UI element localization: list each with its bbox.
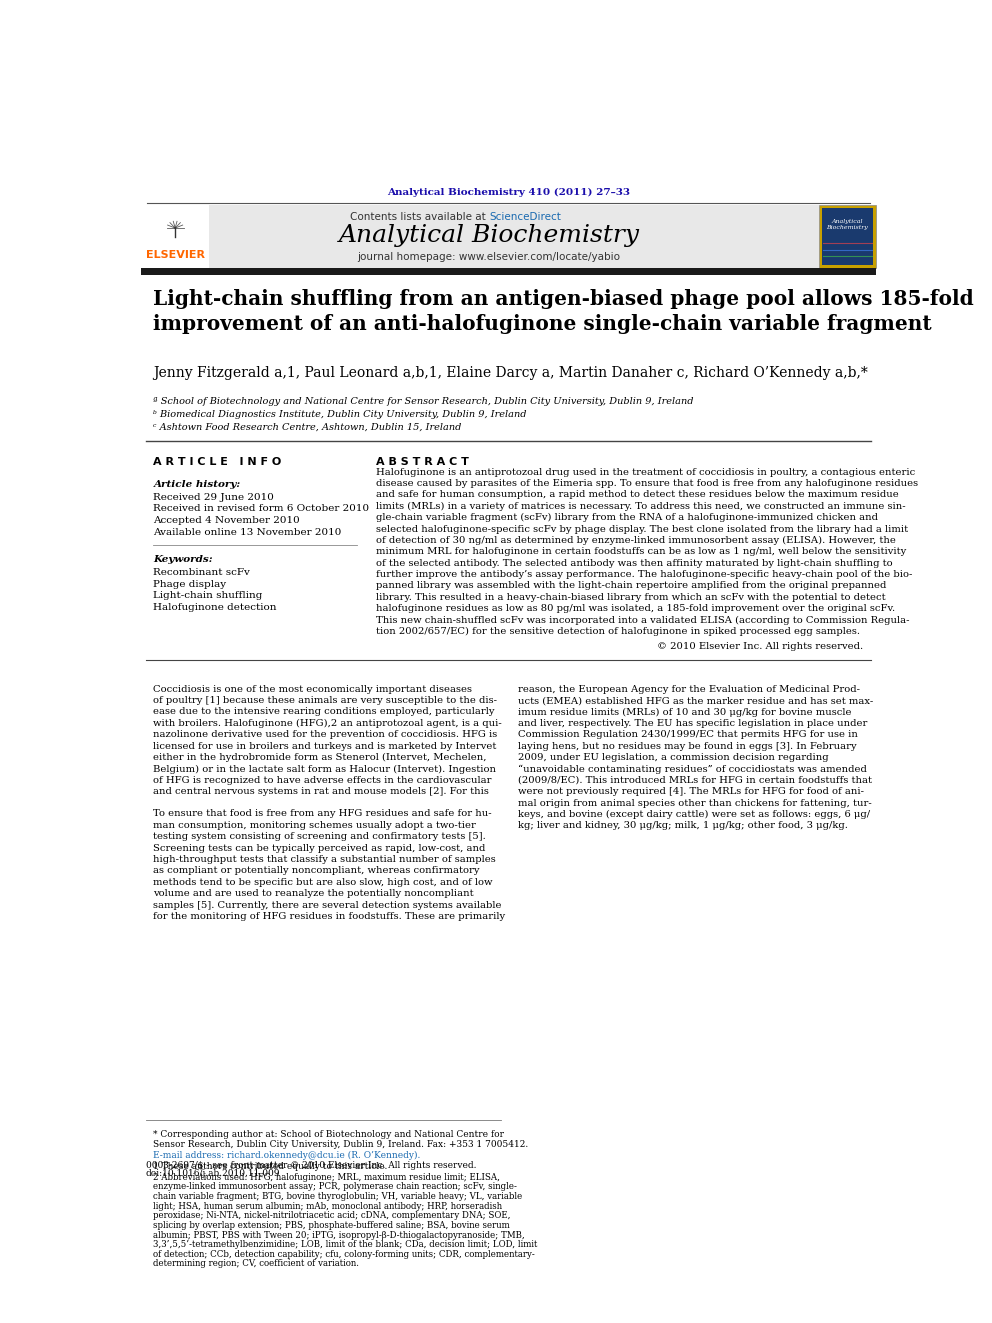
Text: chain variable fragment; BTG, bovine thyroglobulin; VH, variable heavy; VL, vari: chain variable fragment; BTG, bovine thy… [154, 1192, 523, 1201]
Text: disease caused by parasites of the Eimeria spp. To ensure that food is free from: disease caused by parasites of the Eimer… [376, 479, 918, 488]
Text: Recombinant scFv: Recombinant scFv [154, 569, 250, 577]
Text: of detection; CCb, detection capability; cfu, colony-forming units; CDR, complem: of detection; CCb, detection capability;… [154, 1250, 536, 1259]
Text: Accepted 4 November 2010: Accepted 4 November 2010 [154, 516, 301, 525]
Text: library. This resulted in a heavy-chain-biased library from which an scFv with t: library. This resulted in a heavy-chain-… [376, 593, 886, 602]
Bar [821, 208, 873, 265]
Text: ucts (EMEA) established HFG as the marker residue and has set max-: ucts (EMEA) established HFG as the marke… [518, 696, 873, 705]
Text: either in the hydrobromide form as Stenerol (Intervet, Mechelen,: either in the hydrobromide form as Stene… [154, 753, 487, 762]
Text: ª School of Biotechnology and National Centre for Sensor Research, Dublin City U: ª School of Biotechnology and National C… [154, 397, 694, 406]
Text: nazolinone derivative used for the prevention of coccidiosis. HFG is: nazolinone derivative used for the preve… [154, 730, 498, 740]
Text: peroxidase; Ni-NTA, nickel-nitrilotriacetic acid; cDNA, complementary DNA; SOE,: peroxidase; Ni-NTA, nickel-nitrilotriace… [154, 1212, 511, 1220]
Text: Phage display: Phage display [154, 579, 226, 589]
Text: A B S T R A C T: A B S T R A C T [376, 456, 469, 467]
Text: were not previously required [4]. The MRLs for HFG for food of ani-: were not previously required [4]. The MR… [518, 787, 864, 796]
Text: Received 29 June 2010: Received 29 June 2010 [154, 493, 275, 501]
Text: laying hens, but no residues may be found in eggs [3]. In February: laying hens, but no residues may be foun… [518, 742, 856, 750]
Text: man consumption, monitoring schemes usually adopt a two-tier: man consumption, monitoring schemes usua… [154, 820, 476, 830]
Text: Analytical Biochemistry: Analytical Biochemistry [338, 225, 640, 247]
Text: (2009/8/EC). This introduced MRLs for HFG in certain foodstuffs that: (2009/8/EC). This introduced MRLs for HF… [518, 775, 872, 785]
Text: Article history:: Article history: [154, 480, 241, 490]
Text: enzyme-linked immunosorbent assay; PCR, polymerase chain reaction; scFv, single-: enzyme-linked immunosorbent assay; PCR, … [154, 1183, 517, 1192]
Text: Received in revised form 6 October 2010: Received in revised form 6 October 2010 [154, 504, 370, 513]
Text: Keywords:: Keywords: [154, 556, 213, 565]
Text: samples [5]. Currently, there are several detection systems available: samples [5]. Currently, there are severa… [154, 901, 502, 910]
Text: methods tend to be specific but are also slow, high cost, and of low: methods tend to be specific but are also… [154, 877, 493, 886]
Text: 3,3’,5,5’-tetramethylbenzimidine; LOB, limit of the blank; CDa, decision limit; : 3,3’,5,5’-tetramethylbenzimidine; LOB, l… [154, 1240, 538, 1249]
Text: minimum MRL for halofuginone in certain foodstuffs can be as low as 1 ng/ml, wel: minimum MRL for halofuginone in certain … [376, 548, 906, 556]
Text: * Corresponding author at: School of Biotechnology and National Centre for: * Corresponding author at: School of Bio… [154, 1130, 505, 1139]
Text: Analytical Biochemistry 410 (2011) 27–33: Analytical Biochemistry 410 (2011) 27–33 [387, 188, 630, 197]
Text: keys, and bovine (except dairy cattle) were set as follows: eggs, 6 μg/: keys, and bovine (except dairy cattle) w… [518, 810, 870, 819]
Text: panned library was assembled with the light-chain repertoire amplified from the : panned library was assembled with the li… [376, 582, 886, 590]
Text: 0003-2697/$ - see front matter © 2010 Elsevier Inc. All rights reserved.: 0003-2697/$ - see front matter © 2010 El… [146, 1160, 476, 1170]
Text: This new chain-shuffled scFv was incorporated into a validated ELISA (according : This new chain-shuffled scFv was incorpo… [376, 615, 910, 624]
Bar [209, 205, 819, 269]
Text: of poultry [1] because these animals are very susceptible to the dis-: of poultry [1] because these animals are… [154, 696, 497, 705]
Text: and central nervous systems in rat and mouse models [2]. For this: and central nervous systems in rat and m… [154, 787, 489, 796]
Text: reason, the European Agency for the Evaluation of Medicinal Prod-: reason, the European Agency for the Eval… [518, 685, 860, 693]
Text: Contents lists available at: Contents lists available at [350, 212, 489, 221]
Bar [819, 205, 876, 269]
Text: Sensor Research, Dublin City University, Dublin 9, Ireland. Fax: +353 1 7005412.: Sensor Research, Dublin City University,… [154, 1139, 529, 1148]
Text: as compliant or potentially noncompliant, whereas confirmatory: as compliant or potentially noncompliant… [154, 867, 480, 876]
Text: and safe for human consumption, a rapid method to detect these residues below th: and safe for human consumption, a rapid … [376, 491, 899, 499]
Text: ScienceDirect: ScienceDirect [489, 212, 560, 221]
Text: journal homepage: www.elsevier.com/locate/yabio: journal homepage: www.elsevier.com/locat… [357, 253, 621, 262]
Text: mal origin from animal species other than chickens for fattening, tur-: mal origin from animal species other tha… [518, 799, 871, 807]
Text: Coccidiosis is one of the most economically important diseases: Coccidiosis is one of the most economica… [154, 685, 472, 693]
Text: ᵇ Biomedical Diagnostics Institute, Dublin City University, Dublin 9, Ireland: ᵇ Biomedical Diagnostics Institute, Dubl… [154, 410, 527, 419]
Text: 2 Abbreviations used: HFG, halofuginone; MRL, maximum residue limit; ELISA,: 2 Abbreviations used: HFG, halofuginone;… [154, 1174, 500, 1181]
Text: Halofuginone detection: Halofuginone detection [154, 603, 277, 613]
Text: further improve the antibody’s assay performance. The halofuginone-specific heav: further improve the antibody’s assay per… [376, 570, 913, 579]
Text: halofuginone residues as low as 80 pg/ml was isolated, a 185-fold improvement ov: halofuginone residues as low as 80 pg/ml… [376, 605, 895, 614]
Text: testing system consisting of screening and confirmatory tests [5].: testing system consisting of screening a… [154, 832, 486, 841]
Text: doi:10.1016/j.ab.2010.11.009: doi:10.1016/j.ab.2010.11.009 [146, 1170, 280, 1177]
Text: limits (MRLs) in a variety of matrices is necessary. To address this need, we co: limits (MRLs) in a variety of matrices i… [376, 501, 906, 511]
Text: © 2010 Elsevier Inc. All rights reserved.: © 2010 Elsevier Inc. All rights reserved… [658, 642, 863, 651]
Text: A R T I C L E   I N F O: A R T I C L E I N F O [154, 456, 282, 467]
Text: albumin; PBST, PBS with Tween 20; iPTG, isopropyl-β-D-thiogalactopyranoside; TMB: albumin; PBST, PBS with Tween 20; iPTG, … [154, 1230, 525, 1240]
Text: Halofuginone is an antiprotozoal drug used in the treatment of coccidiosis in po: Halofuginone is an antiprotozoal drug us… [376, 467, 916, 476]
Text: determining region; CV, coefficient of variation.: determining region; CV, coefficient of v… [154, 1259, 359, 1269]
Text: ELSEVIER: ELSEVIER [146, 250, 204, 261]
Text: kg; liver and kidney, 30 μg/kg; milk, 1 μg/kg; other food, 3 μg/kg.: kg; liver and kidney, 30 μg/kg; milk, 1 … [518, 822, 847, 831]
Text: tion 2002/657/EC) for the sensitive detection of halofuginone in spiked processe: tion 2002/657/EC) for the sensitive dete… [376, 627, 860, 636]
Text: selected halofuginone-specific scFv by phage display. The best clone isolated fr: selected halofuginone-specific scFv by p… [376, 524, 908, 533]
Text: licensed for use in broilers and turkeys and is marketed by Intervet: licensed for use in broilers and turkeys… [154, 742, 497, 750]
Text: for the monitoring of HFG residues in foodstuffs. These are primarily: for the monitoring of HFG residues in fo… [154, 912, 506, 921]
Text: of HFG is recognized to have adverse effects in the cardiovascular: of HFG is recognized to have adverse eff… [154, 775, 492, 785]
Text: ᶜ Ashtown Food Research Centre, Ashtown, Dublin 15, Ireland: ᶜ Ashtown Food Research Centre, Ashtown,… [154, 423, 462, 431]
Text: Available online 13 November 2010: Available online 13 November 2010 [154, 528, 342, 537]
Text: with broilers. Halofuginone (HFG),2 an antiprotozoal agent, is a qui-: with broilers. Halofuginone (HFG),2 an a… [154, 718, 502, 728]
Bar [141, 205, 209, 269]
Text: To ensure that food is free from any HFG residues and safe for hu-: To ensure that food is free from any HFG… [154, 810, 492, 819]
Text: Screening tests can be typically perceived as rapid, low-cost, and: Screening tests can be typically perceiv… [154, 844, 486, 852]
Text: “unavoidable contaminating residues” of coccidiostats was amended: “unavoidable contaminating residues” of … [518, 765, 867, 774]
Text: volume and are used to reanalyze the potentially noncompliant: volume and are used to reanalyze the pot… [154, 889, 474, 898]
Text: imum residue limits (MRLs) of 10 and 30 μg/kg for bovine muscle: imum residue limits (MRLs) of 10 and 30 … [518, 708, 851, 717]
Text: high-throughput tests that classify a substantial number of samples: high-throughput tests that classify a su… [154, 855, 496, 864]
Text: Commission Regulation 2430/1999/EC that permits HFG for use in: Commission Regulation 2430/1999/EC that … [518, 730, 857, 740]
Text: Analytical
Biochemistry: Analytical Biochemistry [826, 218, 868, 230]
Text: splicing by overlap extension; PBS, phosphate-buffered saline; BSA, bovine serum: splicing by overlap extension; PBS, phos… [154, 1221, 510, 1230]
Text: Belgium) or in the lactate salt form as Halocur (Intervet). Ingestion: Belgium) or in the lactate salt form as … [154, 765, 496, 774]
Text: Jenny Fitzgerald a,1, Paul Leonard a,b,1, Elaine Darcy a, Martin Danaher c, Rich: Jenny Fitzgerald a,1, Paul Leonard a,b,1… [154, 366, 868, 380]
Text: and liver, respectively. The EU has specific legislation in place under: and liver, respectively. The EU has spec… [518, 718, 867, 728]
Text: 2009, under EU legislation, a commission decision regarding: 2009, under EU legislation, a commission… [518, 753, 828, 762]
Text: Light-chain shuffling: Light-chain shuffling [154, 591, 263, 601]
Text: of detection of 30 ng/ml as determined by enzyme-linked immunosorbent assay (ELI: of detection of 30 ng/ml as determined b… [376, 536, 896, 545]
Bar [141, 269, 876, 275]
Text: light; HSA, human serum albumin; mAb, monoclonal antibody; HRP, horseradish: light; HSA, human serum albumin; mAb, mo… [154, 1201, 503, 1211]
Text: ease due to the intensive rearing conditions employed, particularly: ease due to the intensive rearing condit… [154, 708, 495, 717]
Text: of the selected antibody. The selected antibody was then affinity maturated by l: of the selected antibody. The selected a… [376, 558, 893, 568]
Text: Light-chain shuffling from an antigen-biased phage pool allows 185-fold
improvem: Light-chain shuffling from an antigen-bi… [154, 288, 974, 335]
Text: 1 These authors contributed equally to this article.: 1 These authors contributed equally to t… [154, 1162, 388, 1171]
Text: gle-chain variable fragment (scFv) library from the RNA of a halofuginone-immuni: gle-chain variable fragment (scFv) libra… [376, 513, 878, 523]
Text: E-mail address: richard.okennedy@dcu.ie (R. O’Kennedy).: E-mail address: richard.okennedy@dcu.ie … [154, 1151, 421, 1160]
